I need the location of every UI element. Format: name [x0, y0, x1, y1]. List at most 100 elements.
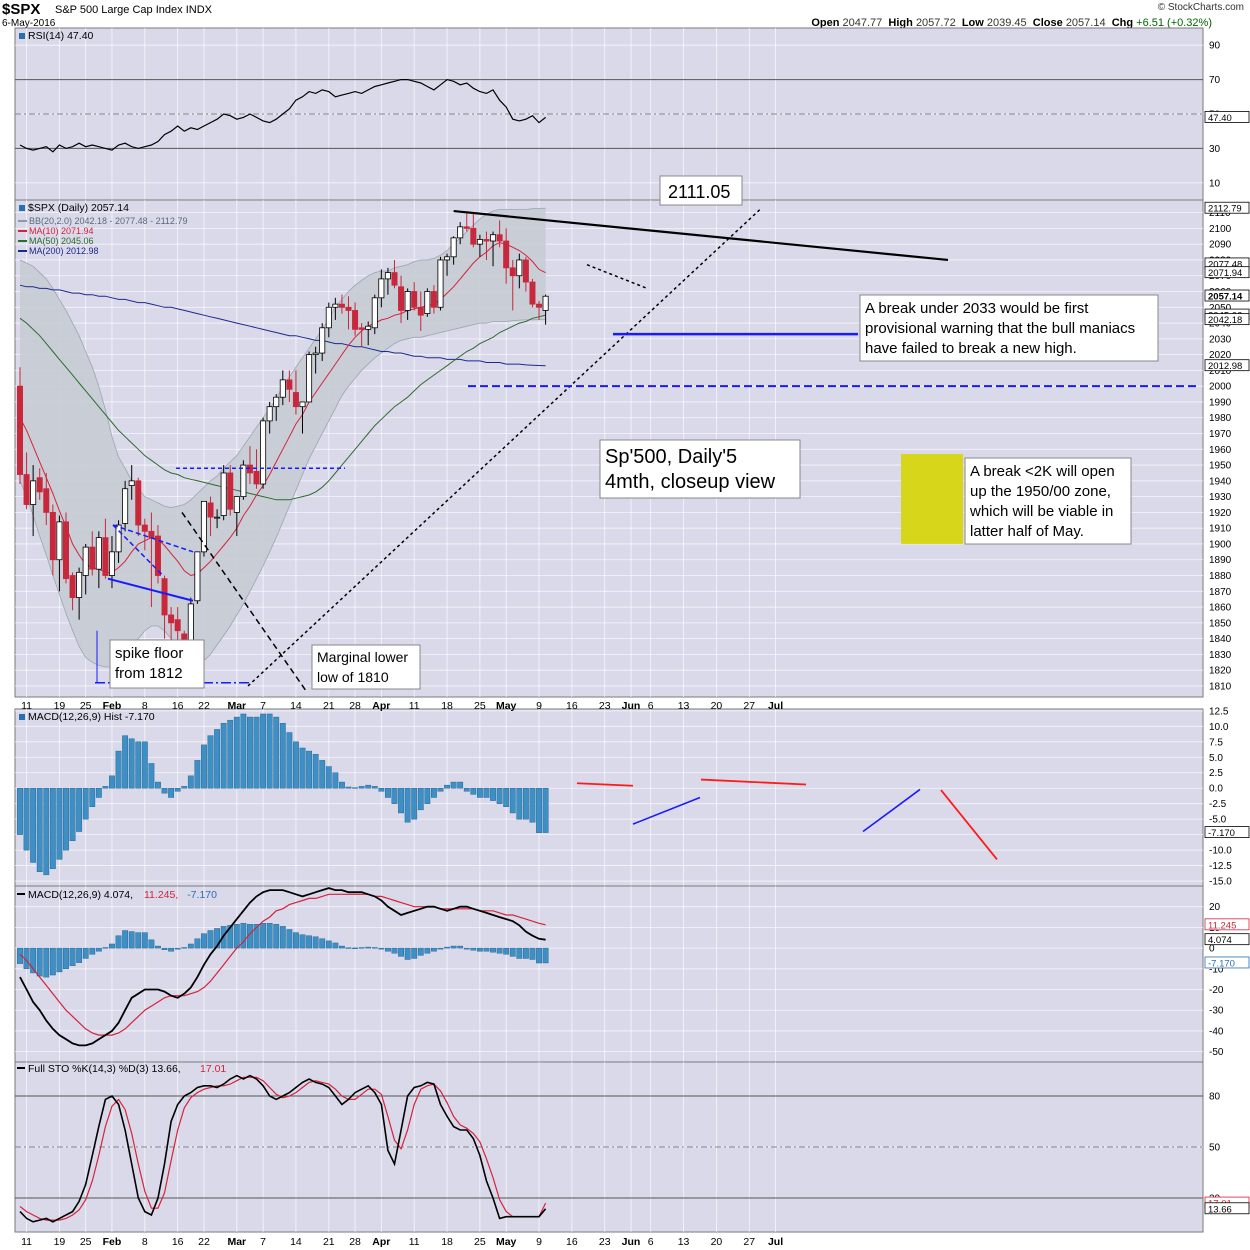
candle-body-77 [522, 259, 529, 283]
candle-body-59 [404, 291, 411, 311]
macd-hist-bar-48 [332, 772, 339, 789]
macd-bar-5 [49, 947, 56, 976]
candle-body-35 [246, 464, 253, 474]
price-ytick-10: 1910 [1209, 524, 1232, 535]
candle-body-56 [384, 272, 391, 280]
macd-bar-29 [207, 930, 214, 949]
macd-hist-bar-19 [141, 741, 148, 789]
rsi-value-tag-0 [1204, 111, 1250, 123]
macd-bar-52 [358, 947, 365, 949]
price-value-label-2: 2071.94 [1208, 268, 1242, 279]
macd-ytick-0: 20 [1209, 902, 1221, 913]
chg-value: +6.51 (+0.32%) [1136, 17, 1212, 29]
macd-bar-24 [174, 947, 181, 950]
macd-bar-59 [404, 947, 411, 960]
macd-hist-blue-projection [862, 788, 921, 833]
macd-hist-bar-2 [30, 788, 37, 863]
macd-value-tag-0 [1204, 918, 1250, 931]
low-label: Low [961, 17, 984, 29]
macd-bar-66 [450, 945, 457, 949]
macd-hist-bar-47 [325, 766, 332, 789]
macd-hist-bar-12 [95, 788, 102, 798]
candle-body-72 [490, 234, 497, 242]
price-value-label-6: 2012.98 [1208, 361, 1242, 372]
macd-hist-bar-75 [509, 788, 516, 814]
macd-bar-65 [444, 946, 450, 949]
price-ytick-18: 1990 [1209, 397, 1232, 408]
macd-hist-bar-8 [69, 788, 76, 842]
macd-bar-71 [483, 947, 490, 952]
macd-hist-bar-72 [490, 788, 496, 801]
macd-hist-bar-73 [496, 788, 503, 804]
candle-body-70 [476, 239, 483, 245]
macd-hist-bar-26 [187, 775, 194, 789]
high-label-box [659, 175, 743, 206]
candle-body-44 [306, 354, 313, 403]
falling-dashed-trend-line [181, 511, 308, 693]
macd-hist-bar-66 [450, 781, 457, 789]
open-label: Open [811, 17, 840, 29]
macd-hist-ytick-4: 2.5 [1209, 768, 1223, 779]
macd-bar-42 [293, 932, 299, 949]
bottom-xtick-14: 18 [441, 1236, 453, 1248]
price-title: $SPX (Daily) 2057.14 [28, 202, 129, 214]
macd-bar-17 [128, 931, 135, 949]
macd-hist-red-line-1 [576, 782, 634, 787]
candle-body-27 [194, 551, 201, 602]
price-xtick-2: 25 [80, 700, 92, 712]
candle-body-68 [463, 226, 470, 229]
high-value: 2057.72 [915, 17, 956, 29]
bottom-xtick-8: 7 [260, 1236, 266, 1248]
chart-caption-note-line-1: 4mth, closeup view [605, 471, 776, 493]
macd-bar-21 [155, 945, 161, 949]
macd-hist-bar-24 [174, 788, 181, 792]
price-value-tag-3 [1204, 289, 1250, 302]
macd-bar-6 [56, 947, 63, 973]
price-ytick-2: 1830 [1209, 650, 1232, 661]
macd-hist-bar-29 [207, 735, 214, 789]
macd-hist-bar-40 [279, 723, 286, 789]
symbol-fullname: S&P 500 Large Cap Index [55, 4, 183, 16]
price-value-label-1: 2077.48 [1208, 259, 1242, 270]
macd-hist-bar-10 [82, 788, 89, 820]
macd-bar-68 [463, 947, 470, 950]
bottom-xtick-24: 27 [743, 1236, 755, 1248]
bottom-xtick-1: 19 [54, 1236, 66, 1248]
symbol-name: S&P 500 Large Cap Index INDX [55, 4, 212, 16]
macd-bar-13 [102, 947, 109, 949]
support-dotted-trend-line [247, 208, 761, 687]
price-xtick-14: 18 [441, 700, 453, 712]
price-ytick-19: 2000 [1209, 382, 1232, 393]
macd-line [19, 887, 546, 1047]
macd-bar-62 [424, 947, 431, 954]
candle-body-64 [437, 259, 444, 308]
macd-bar-44 [306, 935, 312, 949]
macd-bar-32 [227, 925, 234, 949]
price-xtick-1: 19 [54, 700, 66, 712]
macd-bar-14 [109, 943, 115, 949]
sto-legend-label-0: Full STO %K(14,3) %D(3) 13.66, [28, 1063, 181, 1075]
macd-hist-bar-3 [36, 788, 43, 872]
bottom-xtick-17: 9 [536, 1236, 542, 1248]
price-xtick-5: 16 [172, 700, 184, 712]
price-xtick-7: Mar [227, 700, 246, 712]
price-ytick-22: 2030 [1209, 334, 1232, 345]
warning-2033-note-line-2: have failed to break a new high. [865, 340, 1077, 357]
macd-hist-bar-49 [339, 781, 345, 789]
macd-bar-15 [115, 935, 122, 949]
price-xtick-18: 16 [566, 700, 578, 712]
macd-hist-ytick-10: -12.5 [1209, 861, 1232, 872]
candle-body-73 [496, 234, 503, 242]
candle-body-33 [233, 496, 240, 513]
close-value: 2057.14 [1065, 17, 1106, 29]
macd-hist-bar-39 [273, 716, 280, 789]
macd-hist-bar-71 [483, 788, 490, 798]
sto-legend-label-1: 17.01 [200, 1063, 226, 1075]
macd-hist-bar-23 [168, 788, 175, 798]
price-legend-label-3: MA(200) 2012.98 [29, 246, 99, 256]
bottom-xtick-21: 6 [648, 1236, 654, 1248]
bottom-xtick-4: 8 [142, 1236, 148, 1248]
chg-label: Chg [1111, 17, 1134, 29]
